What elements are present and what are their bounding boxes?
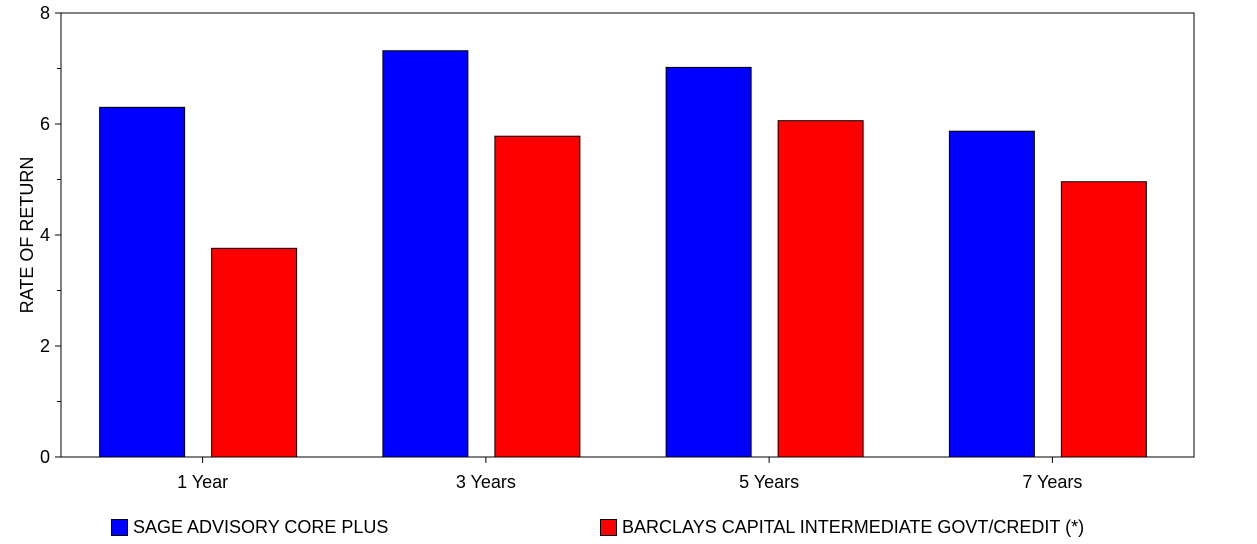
legend-swatch-sage [111,518,128,536]
bar-barclays-3-years [494,135,581,458]
y-tick-label: 8 [40,3,50,23]
legend: SAGE ADVISORY CORE PLUS BARCLAYS CAPITAL… [0,514,1257,540]
bar-barclays-1-year [211,247,298,458]
bar-barclays-5-years [777,120,864,458]
x-tick-label: 5 Years [739,472,799,492]
y-axis-title: RATE OF RETURN [17,157,37,314]
y-tick-label: 0 [40,447,50,467]
x-tick-label: 7 Years [1022,472,1082,492]
bar-sage-7-years [948,130,1035,458]
bar-sage-1-year [99,106,186,458]
x-tick-label: 3 Years [456,472,516,492]
x-tick-label: 1 Year [177,472,228,492]
y-tick-label: 6 [40,114,50,134]
legend-label-barclays: BARCLAYS CAPITAL INTERMEDIATE GOVT/CREDI… [622,517,1085,537]
bar-sage-5-years [665,66,752,458]
bar-chart: 1 Year 3 Years 5 Years 7 Years 0 2 4 6 8 RATE OF… [17,3,1195,492]
legend-item-sage: SAGE ADVISORY CORE PLUS [111,514,388,540]
legend-item-barclays: BARCLAYS CAPITAL INTERMEDIATE GOVT/CREDI… [600,514,1084,540]
legend-swatch-barclays [600,518,617,536]
bar-sage-3-years [382,50,469,458]
bars-group [99,50,1147,458]
bar-barclays-7-years [1060,181,1147,458]
axis-ticks [55,12,1053,463]
y-tick-label: 4 [40,225,50,245]
legend-label-sage: SAGE ADVISORY CORE PLUS [133,517,389,537]
axis-tick-labels: 1 Year 3 Years 5 Years 7 Years 0 2 4 6 8 [40,3,1082,492]
y-tick-label: 2 [40,336,50,356]
